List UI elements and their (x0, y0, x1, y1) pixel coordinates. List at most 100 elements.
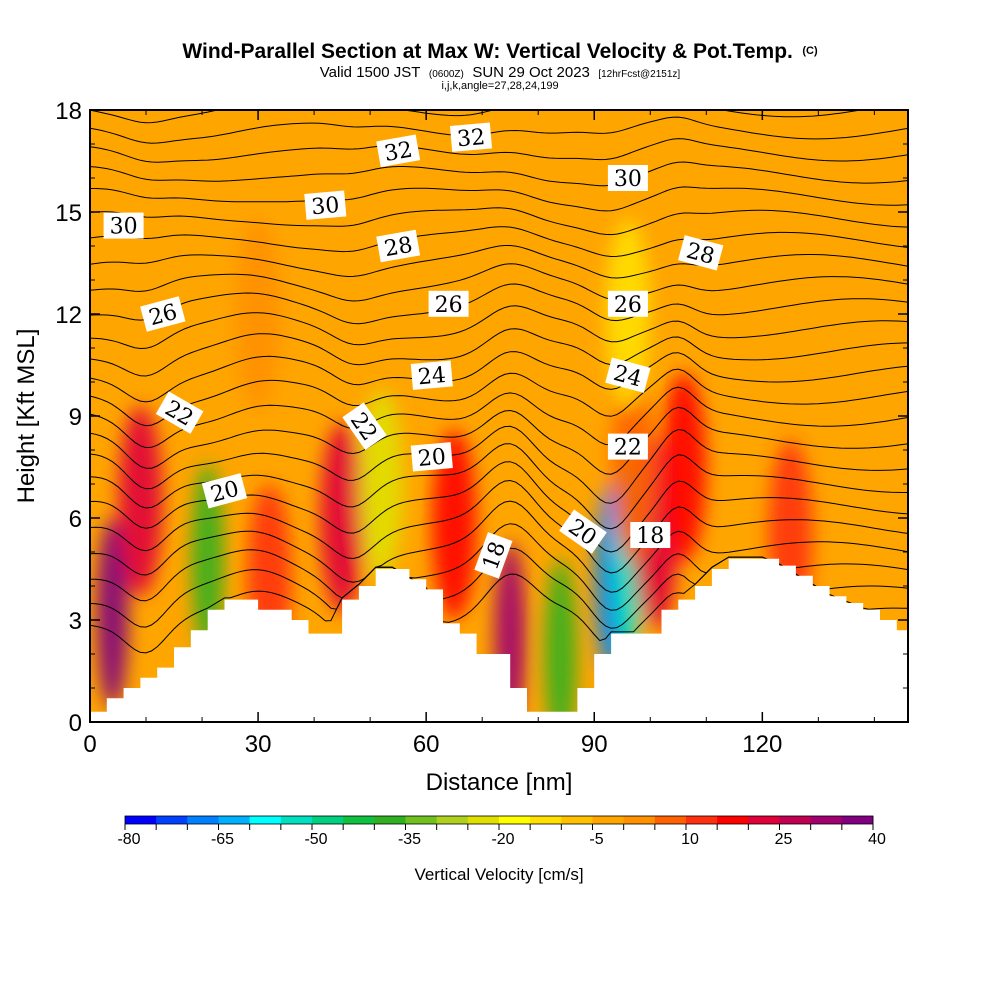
x-axis-label: Distance [nm] (426, 769, 573, 796)
contour-label-box (449, 122, 493, 152)
y-tick-label: 12 (55, 302, 82, 329)
contour-label-box (201, 473, 248, 509)
contour-label-text: 32 (383, 138, 415, 167)
theta-contour-line (90, 425, 908, 504)
colorbar-swatch (499, 816, 531, 824)
contour-label-box (605, 357, 651, 393)
contour-label: 30 (304, 190, 347, 220)
theta-contour-line (90, 500, 908, 593)
y-axis-label: Height [Kft MSL] (13, 329, 40, 504)
contour-label-text: 30 (614, 167, 642, 192)
contour-label-text: 22 (614, 436, 642, 461)
contour-label-text: 26 (435, 293, 463, 318)
colorbar-swatch (779, 816, 812, 824)
velocity-cell (96, 518, 129, 709)
colorbar-swatch (436, 816, 469, 824)
x-tick-label: 0 (83, 731, 96, 758)
contour-label-box (155, 391, 204, 434)
colorbar-tick-label: -35 (398, 831, 421, 848)
colorbar-swatch (312, 816, 344, 824)
x-tick-label: 30 (245, 731, 272, 758)
contour-label-text: 28 (383, 233, 415, 262)
subtitle-valid: Valid 1500 JST (320, 64, 421, 81)
contour-label-text: 30 (310, 193, 340, 220)
terrain-mask (90, 558, 908, 722)
colorbar-swatch (748, 816, 780, 824)
colorbar-swatch (405, 816, 438, 824)
contour-label: 18 (630, 522, 671, 549)
colorbar-tick-label: 40 (868, 831, 886, 848)
velocity-cell (236, 219, 281, 409)
subtitle-utc: (0600Z) (429, 69, 464, 80)
y-tick-label: 0 (69, 710, 82, 737)
colorbar-tick-label: -65 (211, 831, 234, 848)
colorbar-tick-label: -50 (304, 831, 327, 848)
colorbar-tick-label: -5 (589, 831, 603, 848)
contour-label-box (376, 229, 421, 263)
contour-label: 28 (678, 235, 724, 271)
chart-title: Wind-Parallel Section at Max W: Vertical… (182, 40, 818, 63)
x-tick-label: 60 (413, 731, 440, 758)
velocity-cell (320, 423, 365, 613)
contour-label-box (376, 134, 421, 168)
theta-contour-line (90, 207, 908, 236)
contour-label-box (140, 296, 186, 332)
contour-label-box (559, 509, 607, 554)
title-block: Wind-Parallel Section at Max W: Vertical… (182, 40, 818, 92)
contour-label: 24 (410, 360, 453, 390)
x-tick-label: 120 (742, 731, 782, 758)
x-axis: 0 30 60 90 120 (83, 110, 875, 758)
theta-contour-line (90, 161, 908, 187)
subtitle-indices: i,j,k,angle=27,28,24,199 (441, 80, 558, 92)
colorbar-swatch (530, 816, 562, 824)
y-tick-label: 3 (69, 608, 82, 635)
velocity-cell (611, 372, 656, 562)
colorbar-swatch (841, 816, 874, 824)
theta-contour-line (90, 406, 908, 475)
colorbar-swatch (717, 816, 749, 824)
theta-contour-line (90, 138, 908, 163)
theta-contour-line (90, 386, 908, 449)
theta-contour-line (90, 328, 908, 377)
theta-contour-line (90, 226, 908, 258)
colorbar-swatch (561, 816, 593, 824)
colorbar-swatch (280, 816, 313, 824)
contour-label-box (607, 290, 648, 317)
contour-label-box (630, 522, 671, 548)
contour-label-box (410, 360, 453, 390)
theta-contour-line (90, 116, 908, 144)
contour-label: 20 (410, 442, 453, 472)
y-tick-label: 6 (69, 506, 82, 533)
x-tick-label: 90 (581, 731, 608, 758)
theta-contour-line (90, 305, 908, 350)
colorbar-title: Vertical Velocity [cm/s] (414, 865, 583, 884)
colorbar-swatch (654, 816, 687, 824)
title-mark: (C) (802, 45, 818, 57)
contour-label-box (428, 290, 469, 317)
contour-label: 32 (376, 134, 421, 168)
contour-label: 28 (376, 229, 421, 263)
theta-contour-line (90, 368, 908, 427)
contour-label-box (304, 190, 347, 220)
theta-contour-line (135, 100, 152, 101)
y-tick-label: 9 (69, 404, 82, 431)
theta-contour-line (90, 351, 908, 403)
colorbar-swatch (810, 816, 843, 824)
colorbar-swatch (218, 816, 251, 824)
theta-contours (90, 100, 908, 654)
theta-contour-line (90, 186, 908, 212)
contour-label-text: 32 (456, 125, 486, 152)
theta-contour-line (90, 245, 908, 279)
velocity-cell (661, 372, 706, 562)
contour-label-text: 20 (417, 445, 447, 472)
y-tick-label: 15 (55, 200, 82, 227)
contour-label-box (607, 165, 648, 191)
velocity-cell (544, 559, 577, 722)
colorbar-swatch (623, 816, 656, 824)
velocity-field (96, 219, 813, 722)
velocity-cell (191, 463, 224, 654)
subtitle-date: SUN 29 Oct 2023 (472, 64, 590, 81)
